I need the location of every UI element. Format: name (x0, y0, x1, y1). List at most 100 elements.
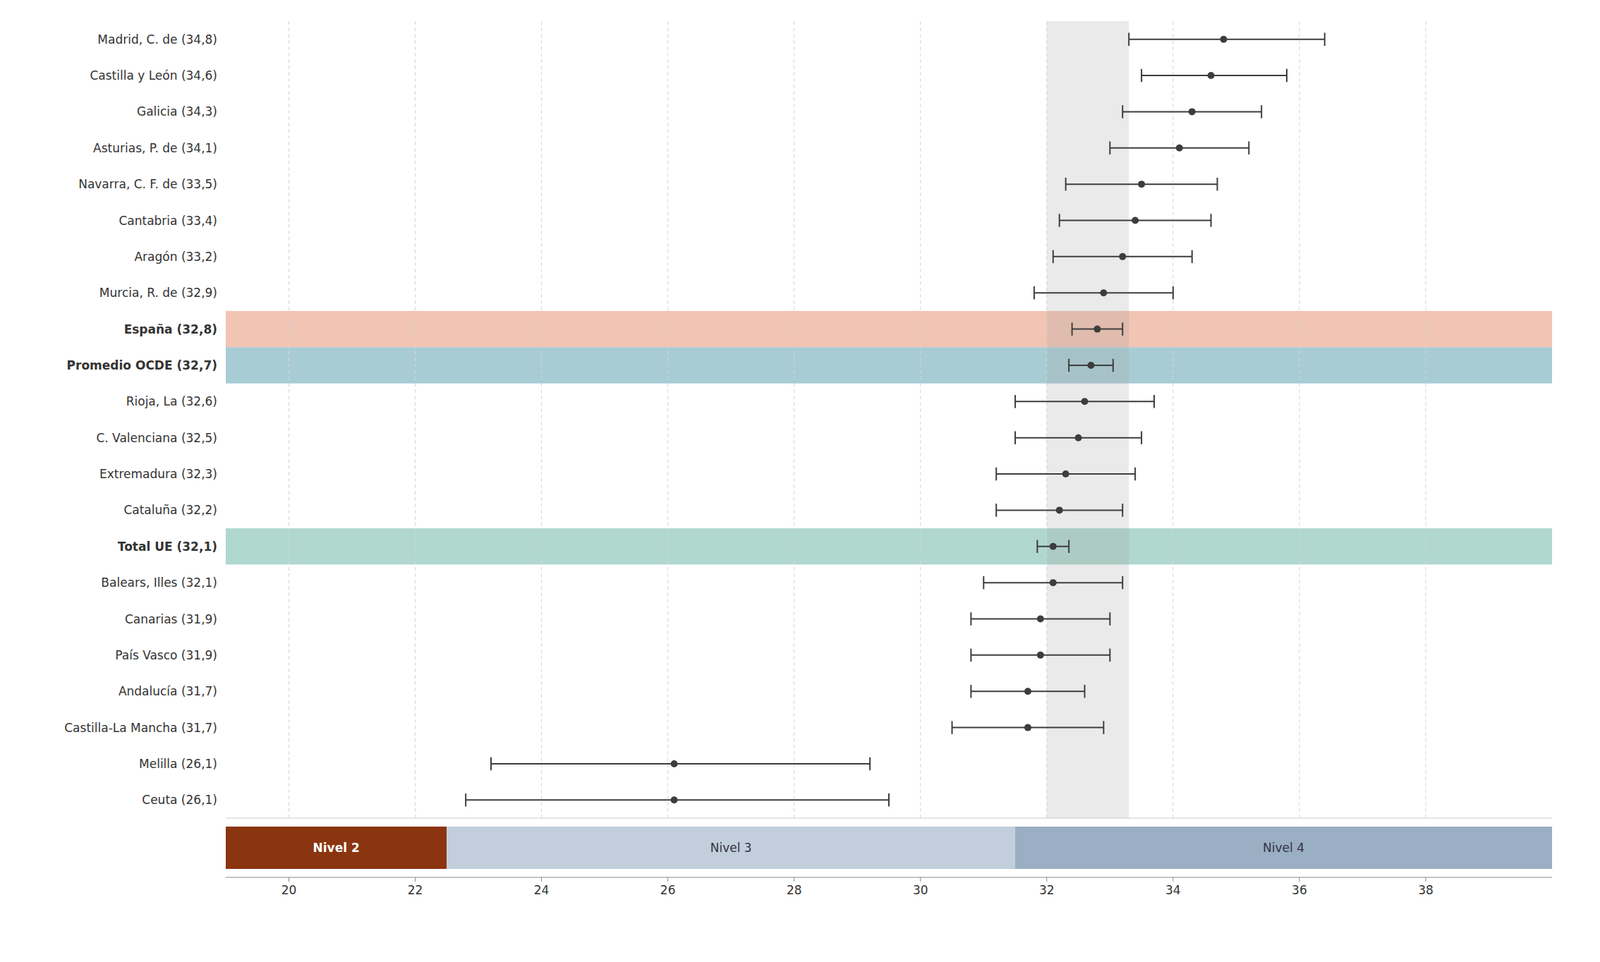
error-bar (996, 467, 1136, 481)
error-bar-line (491, 763, 870, 765)
x-tick (1425, 877, 1426, 882)
category-label: Asturias, P. de (34,1) (93, 141, 218, 156)
error-bar-cap (1052, 250, 1054, 264)
error-bar (1015, 395, 1155, 408)
error-bar-cap (1210, 213, 1212, 227)
grid-line (919, 21, 921, 819)
error-bar-cap (464, 793, 467, 807)
grid-line (288, 21, 290, 819)
category-label: Aragón (33,2) (134, 249, 218, 264)
error-bar (1065, 177, 1218, 191)
category-label: Cantabria (33,4) (118, 213, 218, 228)
regions (225, 826, 1553, 870)
category-label: Andalucía (31,7) (118, 684, 218, 699)
error-bar-cap (951, 720, 954, 734)
category-label: Extremadura (32,3) (99, 467, 218, 482)
error-bar-cap (1014, 431, 1016, 444)
x-tick-label: 26 (660, 883, 676, 898)
error-bar-cap (1286, 69, 1288, 82)
error-bar-cap (1128, 32, 1130, 46)
x-tick-label: 38 (1417, 883, 1434, 898)
region (225, 826, 447, 870)
error-bar-cap (1247, 141, 1250, 155)
error-bar-cap (1134, 467, 1136, 481)
error-bar-cap (970, 649, 972, 662)
grid-line (1298, 21, 1300, 819)
error-bar (491, 757, 870, 771)
category-label: Madrid, C. de (34,8) (97, 32, 218, 47)
error-bar-cap (970, 612, 972, 626)
error-bar-cap (1036, 540, 1038, 554)
error-bar-cap (1108, 649, 1111, 662)
x-tick-label: 36 (1291, 883, 1308, 898)
category-label: Castilla y León (34,6) (89, 68, 218, 83)
x-tick (1046, 877, 1047, 882)
error-bar-cap (1058, 213, 1061, 227)
error-bar-cap (1121, 105, 1124, 118)
category-label: Galicia (34,3) (136, 104, 218, 119)
x-tick (541, 877, 542, 882)
grid-line (793, 21, 795, 819)
category-label: Balears, Illes (32,1) (100, 575, 218, 590)
region-label: Nivel 3 (710, 840, 753, 856)
rows-border (225, 818, 1553, 820)
dot (1049, 579, 1057, 587)
error-bar (1122, 105, 1262, 118)
error-bar-cap (982, 576, 985, 590)
region-label: Nivel 2 (313, 840, 360, 856)
grid-line (1046, 21, 1047, 819)
reference-band (1046, 21, 1129, 819)
error-bar-cap (1121, 576, 1124, 590)
category-label: Melilla (26,1) (138, 756, 218, 772)
region (1015, 826, 1553, 870)
dot (1024, 724, 1032, 732)
category-label: C. Valenciana (32,5) (95, 431, 218, 446)
error-bar (1015, 431, 1142, 444)
error-bar-cap (1153, 395, 1155, 408)
error-bar-cap (888, 793, 890, 807)
category-label: Canarias (31,9) (124, 612, 218, 627)
x-tick-label: 22 (407, 883, 424, 898)
category-label: Total UE (32,1) (117, 539, 218, 554)
error-bar-cap (1071, 322, 1074, 336)
category-label: Ceuta (26,1) (141, 792, 218, 808)
dot (1118, 253, 1126, 261)
error-bar-cap (1068, 359, 1070, 372)
dot (1056, 506, 1064, 514)
error-bar-cap (970, 685, 972, 698)
error-bar-cap (1140, 431, 1143, 444)
dot (1081, 397, 1089, 405)
dot (1087, 361, 1095, 369)
error-bar-cap (1108, 612, 1111, 626)
error-bar-cap (1102, 720, 1105, 734)
error-bar (1068, 359, 1114, 372)
error-bar-cap (1068, 540, 1070, 554)
x-tick-label: 24 (534, 883, 550, 898)
x-tick (919, 877, 921, 882)
error-bar (1109, 141, 1249, 155)
dot (1062, 470, 1070, 478)
error-bar-cap (1033, 286, 1035, 300)
x-tick (667, 877, 669, 882)
row-highlight (225, 347, 1553, 384)
dot (670, 796, 678, 804)
dot (1093, 325, 1101, 333)
x-tick (1298, 877, 1300, 882)
error-bar-cap (1121, 322, 1124, 336)
category-label: Rioja, La (32,6) (126, 394, 218, 409)
grid-line (1425, 21, 1426, 819)
dot (1188, 107, 1196, 115)
error-bar-cap (869, 757, 871, 771)
error-bar-cap (1065, 177, 1067, 191)
dot (1176, 144, 1184, 152)
category-label: Navarra, C. F. de (33,5) (78, 177, 218, 192)
dot (1037, 651, 1045, 659)
row-highlight (225, 311, 1553, 348)
x-tick-label: 28 (786, 883, 803, 898)
dot (670, 760, 678, 768)
region-labels: Nivel 2Nivel 3Nivel 4 (313, 840, 1305, 856)
x-tick (414, 877, 416, 882)
error-bar-cap (995, 467, 997, 481)
error-bar-cap (1084, 685, 1086, 698)
error-bar (1128, 32, 1325, 46)
